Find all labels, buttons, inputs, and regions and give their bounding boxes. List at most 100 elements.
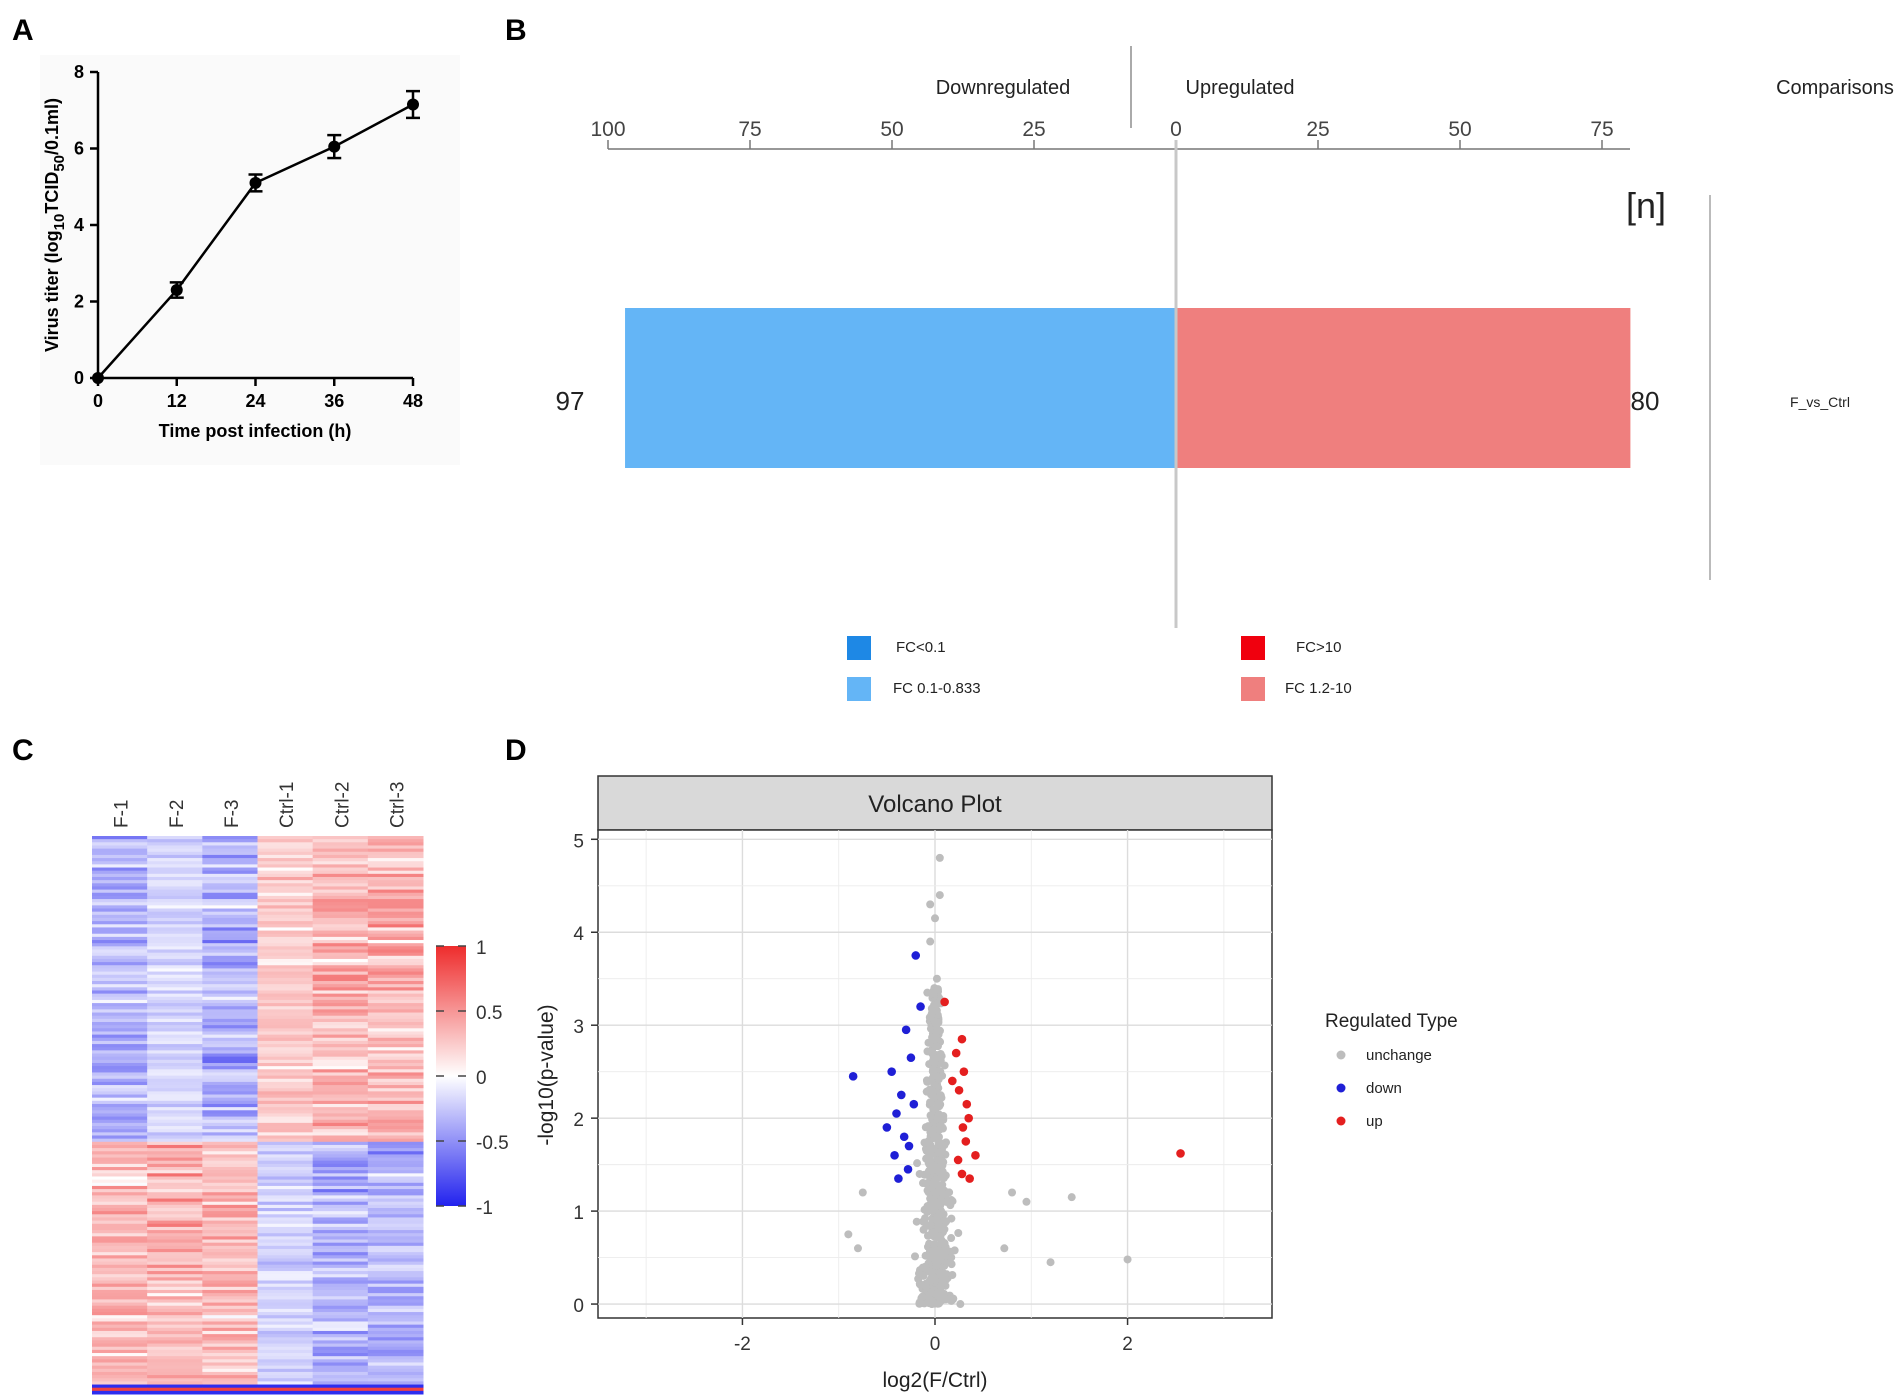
heatmap-cell (257, 1138, 314, 1143)
volcano-point-unchange (945, 1188, 954, 1197)
heatmap-cell (312, 1028, 369, 1032)
heatmap-cell (202, 1365, 258, 1370)
volcano-point-unchange (915, 1299, 924, 1308)
heatmap-cell (92, 1327, 148, 1332)
volcano-point-down (916, 1002, 925, 1011)
heatmap-cell (202, 848, 258, 853)
heatmap-cell (367, 908, 424, 913)
heatmap-cell (92, 1324, 148, 1329)
panel-b-bar-chart: Downregulated Upregulated Comparisons 10… (556, 46, 1894, 701)
heatmap-cell (147, 1390, 203, 1395)
volcano-point-up (961, 1137, 971, 1146)
heatmap-cell (92, 1022, 148, 1026)
heatmap-cell (202, 1173, 258, 1177)
heatmap-cell (92, 993, 148, 998)
heatmap-cell (92, 1135, 148, 1140)
heatmap-cell (367, 892, 424, 897)
heatmap-cell (367, 1390, 424, 1395)
heatmap-cell (312, 1305, 369, 1310)
volcano-point-down (897, 1090, 906, 1100)
heatmap-cell (147, 899, 203, 903)
heatmap-cell (92, 1069, 148, 1073)
volcano-point-unchange (924, 1221, 933, 1230)
heatmap-cell (147, 861, 203, 865)
heatmap-cell (92, 952, 148, 957)
heatmap-cell (312, 1012, 369, 1017)
heatmap-cell (147, 1214, 203, 1218)
panel-a-ytick-label: 2 (74, 292, 84, 312)
heatmap-cell (367, 1368, 424, 1373)
heatmap-cell (367, 1245, 424, 1250)
heatmap-cell (202, 1094, 258, 1099)
panel-c-column-label: Ctrl-1 (277, 782, 298, 828)
heatmap-cell (257, 962, 314, 966)
heatmap-cell (367, 1182, 424, 1187)
heatmap-cell (312, 889, 369, 894)
heatmap-cell (202, 958, 258, 963)
heatmap-cell (367, 1034, 424, 1039)
volcano-point-unchange (925, 1013, 934, 1022)
volcano-point-unchange (1067, 1193, 1076, 1202)
heatmap-cell (92, 1359, 148, 1363)
heatmap-cell (202, 1047, 258, 1051)
heatmap-cell (202, 1353, 258, 1357)
heatmap-cell (202, 842, 258, 846)
heatmap-cell (312, 1170, 369, 1174)
heatmap-cell (312, 1230, 369, 1234)
heatmap-cell (312, 1122, 369, 1127)
panel-c-column-label: Ctrl-3 (387, 782, 408, 828)
volcano-point-unchange (939, 1174, 948, 1183)
heatmap-cell (312, 1324, 369, 1329)
heatmap-cell (367, 1255, 424, 1259)
heatmap-cell (257, 1122, 314, 1127)
heatmap-cell (312, 1239, 369, 1244)
heatmap-cell (312, 968, 369, 973)
heatmap-cell (257, 1044, 314, 1048)
heatmap-cell (92, 914, 148, 919)
heatmap-cell (367, 1100, 424, 1105)
heatmap-cell (312, 1371, 369, 1376)
heatmap-cell (147, 1204, 203, 1209)
heatmap-cell (147, 1085, 203, 1089)
heatmap-cell (202, 1261, 258, 1266)
volcano-point-unchange (1008, 1188, 1017, 1197)
heatmap-cell (312, 1081, 369, 1086)
heatmap-cell (92, 1214, 148, 1218)
legend-label-fc-0-1-0-833: FC 0.1-0.833 (893, 680, 981, 697)
heatmap-cell (147, 1384, 203, 1389)
heatmap-cell (92, 1365, 148, 1370)
heatmap-cell (312, 1144, 369, 1149)
panel-d-legend-title: Regulated Type (1325, 1011, 1458, 1032)
panel-d-xtick-label: -2 (734, 1334, 751, 1355)
panel-label-a: A (12, 14, 34, 47)
heatmap-cell (367, 1258, 424, 1263)
heatmap-cell (202, 943, 258, 947)
heatmap-cell (147, 1182, 203, 1187)
heatmap-cell (257, 943, 314, 947)
heatmap-cell (312, 839, 369, 843)
heatmap-cell (257, 1201, 314, 1206)
heatmap-cell (367, 1015, 424, 1020)
panel-d-x-label: log2(F/Ctrl) (882, 1369, 987, 1392)
heatmap-cell (202, 1258, 258, 1263)
heatmap-cell (367, 1031, 424, 1036)
heatmap-cell (367, 1012, 424, 1017)
heatmap-cell (147, 836, 203, 840)
heatmap-cell (257, 1381, 314, 1386)
heatmap-cell (92, 1119, 148, 1124)
heatmap-cell (312, 1053, 369, 1058)
panel-c-colorbar-label: 1 (476, 938, 487, 959)
heatmap-cell (92, 946, 148, 950)
volcano-point-unchange (929, 1180, 938, 1189)
heatmap-cell (92, 848, 148, 853)
heatmap-cell (92, 1353, 148, 1357)
heatmap-cell (312, 1129, 369, 1133)
heatmap-cell (257, 1214, 314, 1218)
heatmap-cell (147, 1362, 203, 1367)
heatmap-cell (367, 1094, 424, 1099)
heatmap-cell (367, 984, 424, 988)
heatmap-cell (92, 1337, 148, 1341)
heatmap-cell (257, 1293, 314, 1297)
heatmap-cell (367, 1299, 424, 1304)
